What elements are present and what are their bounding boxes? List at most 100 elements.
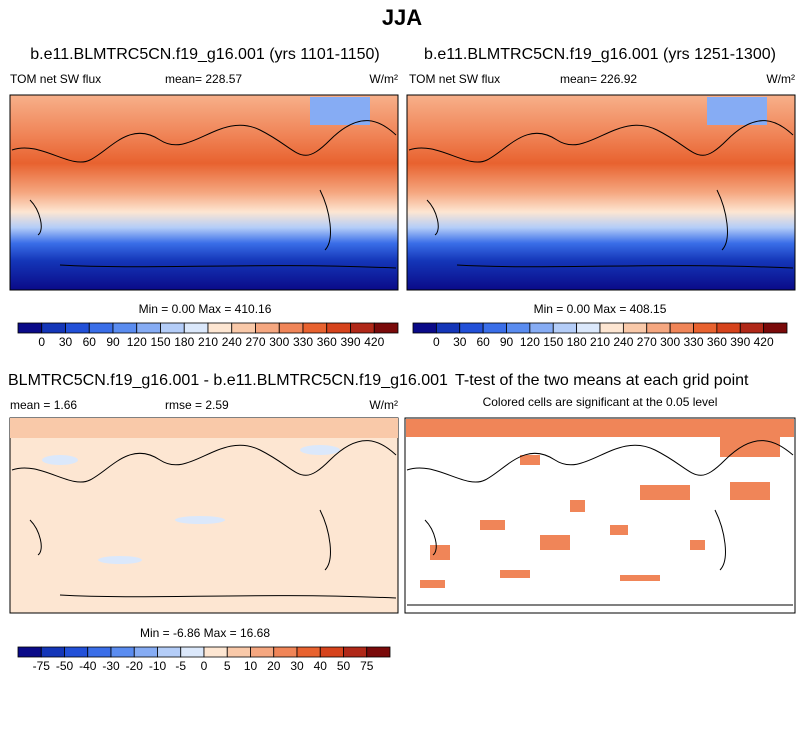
map xyxy=(9,94,399,291)
colorbar-label: 270 xyxy=(637,335,657,349)
colorbar-box xyxy=(739,322,765,334)
colorbar-box xyxy=(180,646,205,658)
colorbar-box xyxy=(373,322,399,334)
mean: mean= 228.57 xyxy=(165,72,242,86)
colorbar-box xyxy=(133,646,158,658)
colorbar-label: 10 xyxy=(244,659,258,673)
colorbar-label: -30 xyxy=(102,659,120,673)
colorbar-label: 0 xyxy=(38,335,45,349)
colorbar-box xyxy=(366,646,391,658)
colorbar-box xyxy=(350,322,375,334)
colorbar-box xyxy=(482,322,507,334)
colorbar-label: 180 xyxy=(174,335,194,349)
colorbar-box xyxy=(319,646,344,658)
colorbar-box xyxy=(231,322,256,334)
colorbar-label: 330 xyxy=(683,335,703,349)
colorbar-box xyxy=(203,646,228,658)
colorbar-box xyxy=(278,322,304,334)
colorbar-label: 120 xyxy=(127,335,147,349)
colorbar-box xyxy=(576,322,601,334)
colorbar-box xyxy=(112,322,138,334)
colorbar-box xyxy=(646,322,671,334)
colorbar-box xyxy=(669,322,694,334)
colorbar-box xyxy=(64,646,89,658)
colorbar-box xyxy=(250,646,275,658)
colorbar-label: 40 xyxy=(314,659,328,673)
map xyxy=(406,94,796,291)
panel-title: b.e11.BLMTRC5CN.f19_g16.001 (yrs 1251-13… xyxy=(424,46,776,63)
colorbar-label: -5 xyxy=(175,659,186,673)
colorbar-box xyxy=(255,322,280,334)
panel-title: T-test of the two means at each grid poi… xyxy=(455,372,749,389)
colorbar-label: 390 xyxy=(730,335,750,349)
panel-title: BLMTRC5CN.f19_g16.001 - b.e11.BLMTRC5CN.… xyxy=(8,372,448,389)
panel-title: b.e11.BLMTRC5CN.f19_g16.001 (yrs 1101-11… xyxy=(30,46,380,63)
colorbar: -75 -50 -40 -30 -20 -10 -5 0 5 10 20 30 40 50 75 xyxy=(17,646,391,673)
colorbar-box xyxy=(87,646,112,658)
colorbar-label: 270 xyxy=(245,335,265,349)
colorbar-box xyxy=(65,322,90,334)
colorbar-box xyxy=(622,322,648,334)
colorbar-label: 180 xyxy=(567,335,587,349)
colorbar-label: 150 xyxy=(543,335,563,349)
units: W/m² xyxy=(369,398,398,412)
colorbar-label: 210 xyxy=(198,335,218,349)
units: W/m² xyxy=(766,72,795,86)
map xyxy=(404,417,796,614)
colorbar-box xyxy=(763,322,788,334)
colorbar-label: 60 xyxy=(476,335,490,349)
colorbar-label: -40 xyxy=(79,659,97,673)
colorbar-label: 90 xyxy=(500,335,514,349)
colorbar-box xyxy=(693,322,718,334)
colorbar-label: 300 xyxy=(269,335,289,349)
min-max: Min = 0.00 Max = 410.16 xyxy=(139,302,272,316)
rmse: rmse = 2.59 xyxy=(165,398,229,412)
colorbar-box xyxy=(529,322,554,334)
colorbar-label: 120 xyxy=(520,335,540,349)
colorbar-box xyxy=(207,322,233,334)
colorbar-box xyxy=(459,322,484,334)
figure-title: JJA xyxy=(382,5,422,30)
colorbar-label: 390 xyxy=(340,335,360,349)
mean: mean = 1.66 xyxy=(10,398,77,412)
colorbar-label: 0 xyxy=(201,659,208,673)
colorbar-box xyxy=(296,646,321,658)
colorbar: 0 30 60 90 120 150 180 210 240 270 300 330 360 390 420 xyxy=(17,322,399,349)
colorbar-box xyxy=(552,322,578,334)
colorbar-box xyxy=(17,646,42,658)
colorbar-label: -50 xyxy=(56,659,74,673)
mean: mean= 226.92 xyxy=(560,72,637,86)
colorbar-label: 60 xyxy=(83,335,97,349)
note: Colored cells are significant at the 0.0… xyxy=(483,395,718,409)
colorbar-label: 75 xyxy=(360,659,374,673)
colorbar-box xyxy=(17,322,43,334)
colorbar-box xyxy=(40,646,65,658)
colorbar-label: 420 xyxy=(754,335,774,349)
min-max: Min = -6.86 Max = 16.68 xyxy=(140,626,270,640)
colorbar-label: -20 xyxy=(126,659,144,673)
colorbar-label: 30 xyxy=(453,335,467,349)
colorbar-label: 420 xyxy=(364,335,384,349)
units: W/m² xyxy=(369,72,398,86)
field-name: TOM net SW flux xyxy=(10,72,101,86)
colorbar-box xyxy=(41,322,66,334)
colorbar-box xyxy=(326,322,351,334)
colorbar-label: 360 xyxy=(317,335,337,349)
colorbar-box xyxy=(226,646,251,658)
colorbar-label: 30 xyxy=(59,335,73,349)
colorbar-box xyxy=(183,322,209,334)
colorbar-box xyxy=(302,322,328,334)
colorbar-label: 330 xyxy=(293,335,313,349)
colorbar-box xyxy=(343,646,368,658)
colorbar-box xyxy=(88,322,114,334)
map xyxy=(9,417,399,614)
colorbar-box xyxy=(599,322,624,334)
colorbar-box xyxy=(716,322,741,334)
colorbar-label: 20 xyxy=(267,659,281,673)
min-max: Min = 0.00 Max = 408.15 xyxy=(534,302,667,316)
colorbar-box xyxy=(273,646,298,658)
colorbar-label: 300 xyxy=(660,335,680,349)
colorbar-box xyxy=(136,322,161,334)
